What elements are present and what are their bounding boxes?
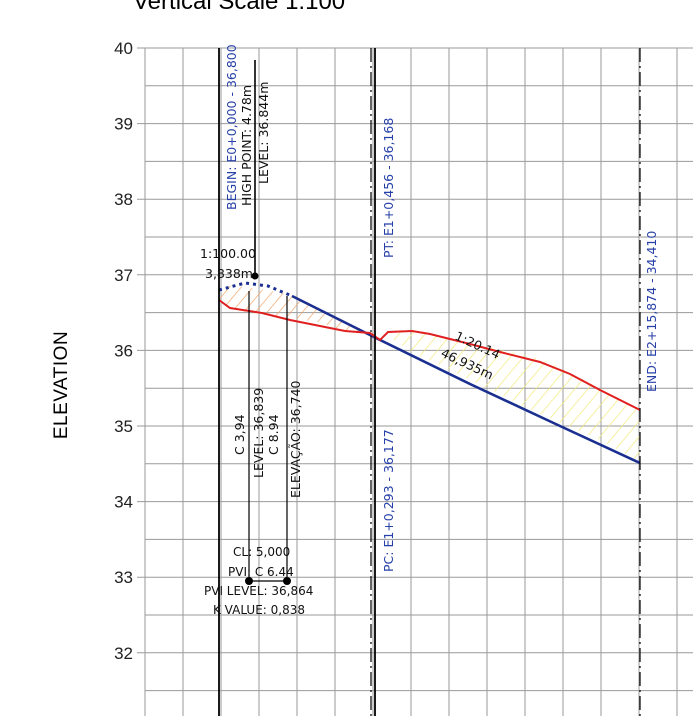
y-tick-label: 38 [114, 190, 133, 209]
pvi-marker-left [245, 577, 253, 585]
y-tick-label: 39 [114, 115, 133, 134]
pvi-cl-label: CL: 5,000 [233, 545, 290, 559]
grade-left-length: 3,838m [205, 266, 253, 281]
y-tick-label: 40 [114, 39, 133, 58]
y-axis-label: ELEVATION [51, 331, 72, 439]
y-tick-label: 35 [114, 417, 133, 436]
pvi-marker-right [283, 577, 291, 585]
high-point-marker [251, 272, 259, 280]
y-tick-label: 33 [114, 568, 133, 587]
c-894-label: C 8.94 [266, 414, 281, 455]
vertical-curve-dots [218, 281, 293, 298]
chart-title: Vertical Scale 1:100 [133, 0, 345, 15]
pvi-level-label: PVI LEVEL: 36,864 [204, 584, 313, 598]
fill-hatch-area [385, 331, 640, 462]
cut-hatch-area [219, 285, 370, 333]
high-point-label: HIGH POINT: 4.78m [239, 85, 254, 206]
level-36839-label: LEVEL: 36,839 [251, 388, 266, 478]
y-tick-label: 36 [114, 341, 133, 360]
grade-left-ratio: 1:100.00 [200, 246, 256, 261]
existing-ground-line [218, 299, 641, 411]
pvi-station-label: PVI: C 6.44 [228, 565, 294, 579]
grid-lines [137, 47, 693, 716]
y-tick-labels: 40 39 38 37 36 35 34 33 32 [114, 39, 133, 663]
c-394-label: C 3,94 [232, 414, 247, 455]
pc-station-label: PC: E1+0,293 - 36,177 [381, 429, 396, 572]
begin-station-label: BEGIN: E0+0,000 - 36,800 [224, 44, 239, 210]
elevacao-label: ELEVAÇÃO: 36,740 [288, 381, 303, 498]
pt-station-label: PT: E1+0,456 - 36,168 [381, 118, 396, 258]
y-tick-label: 34 [114, 493, 133, 512]
end-station-label: END: E2+15,874 - 34,410 [644, 231, 659, 392]
pvi-k-value-label: K VALUE: 0,838 [213, 603, 305, 617]
high-point-level-label: LEVEL: 36.844m [256, 82, 271, 184]
y-tick-label: 37 [114, 266, 133, 285]
design-grade-line [291, 294, 641, 465]
y-tick-label: 32 [114, 644, 133, 663]
